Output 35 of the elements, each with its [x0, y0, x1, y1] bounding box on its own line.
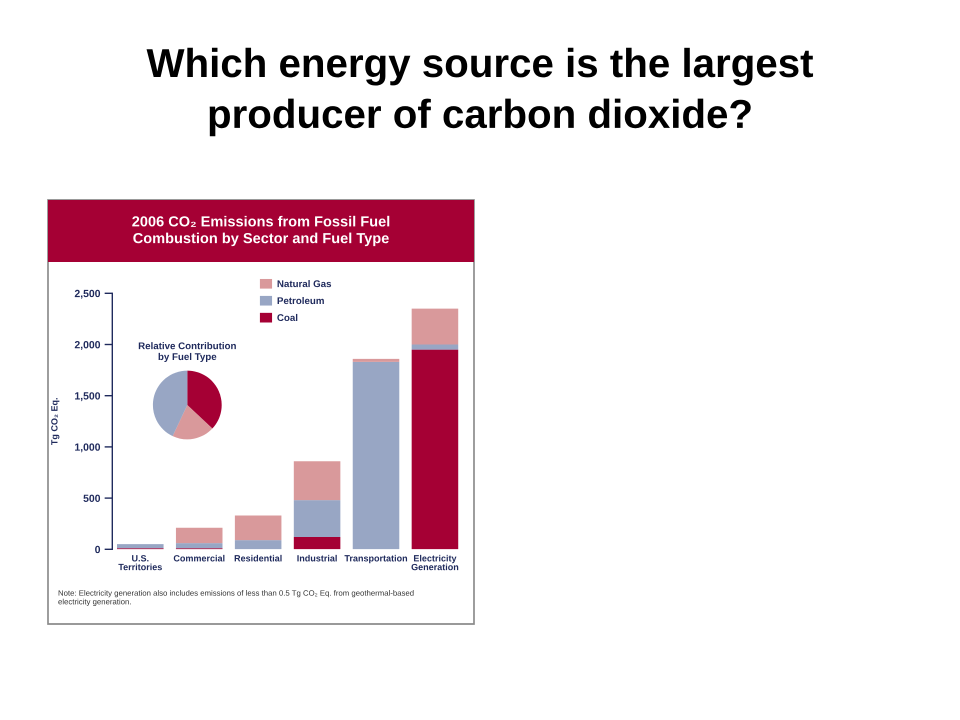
pie-slice	[172, 405, 212, 440]
y-tick-label: 0	[95, 546, 100, 554]
pie-slice	[187, 370, 222, 429]
bar	[117, 544, 164, 548]
y-axis-title: Tg CO₂ Eq.	[51, 398, 60, 446]
x-tick-label: Commercial	[174, 554, 224, 562]
bar	[412, 308, 458, 344]
bar	[352, 358, 400, 362]
legend-label: Natural Gas	[278, 280, 332, 288]
bar	[176, 528, 222, 544]
bar	[412, 350, 458, 550]
chart-subtitle: 2006 CO₂ Emissions from Fossil Fuel Combustion by Sector and Fuel Type	[132, 216, 390, 246]
y-tick-label: 500	[83, 494, 100, 502]
bar	[294, 537, 340, 550]
bar	[234, 516, 282, 540]
pie-slice	[152, 370, 188, 436]
y-tick-label: 2,500	[74, 290, 100, 299]
bar	[412, 344, 458, 350]
bar	[234, 540, 282, 550]
x-tick-label: U.S. Territories	[118, 555, 162, 570]
chart-title: Which energy source is the largest producer of carbon dioxide?	[146, 48, 814, 136]
y-tick-label: 2,000	[74, 341, 100, 350]
y-tick-label: 1,500	[75, 392, 100, 402]
bar	[352, 362, 400, 550]
x-tick-label: Transportation	[344, 554, 408, 564]
legend-label: Coal	[277, 314, 298, 322]
y-tick-label: 1,000	[75, 443, 100, 452]
x-tick-label: Industrial	[297, 554, 337, 562]
x-tick-label: Residential	[234, 554, 282, 562]
bar	[294, 461, 340, 500]
bar	[176, 543, 222, 548]
x-tick-label: Electricity Generation	[411, 554, 458, 570]
legend-label: Petroleum	[278, 296, 324, 304]
chart-title: Relative Contribution by Fuel Type	[138, 342, 236, 362]
bar	[294, 500, 340, 538]
